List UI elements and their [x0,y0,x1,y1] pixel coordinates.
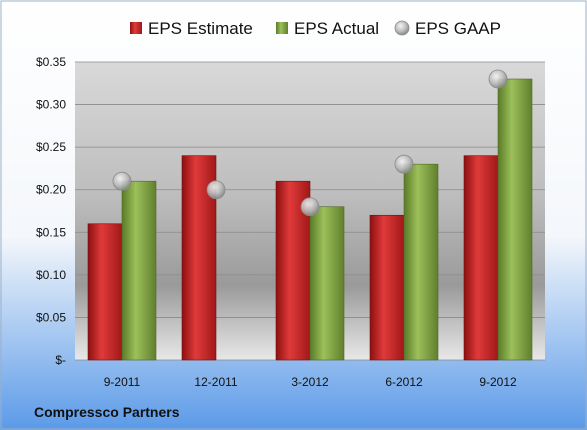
actual-bar [309,206,345,361]
legend-swatch-estimate [130,22,142,34]
gaap-markers [112,69,508,217]
actual-bar [403,163,439,361]
legend-label-actual: EPS Actual [294,19,379,38]
x-tick-label: 9-2012 [479,375,517,389]
y-tick-label: $- [55,353,66,367]
gaap-marker [488,69,508,89]
gaap-marker [206,180,226,200]
y-tick-label: $0.05 [36,310,66,324]
x-tick-label: 3-2012 [291,375,329,389]
legend: EPS Estimate EPS Actual EPS GAAP [130,19,501,38]
actual-bar [121,180,157,361]
x-tick-label: 6-2012 [385,375,423,389]
legend-label-estimate: EPS Estimate [148,19,253,38]
gaap-marker [112,171,132,191]
gaap-marker [300,197,320,217]
y-tick-label: $0.30 [36,98,66,112]
estimate-bar [463,155,499,361]
actual-bar [497,78,533,361]
y-tick-label: $0.15 [36,225,66,239]
legend-swatch-actual [276,22,288,34]
x-tick-label: 12-2011 [194,375,237,389]
y-tick-label: $0.20 [36,183,66,197]
y-tick-label: $0.25 [36,140,66,154]
x-tick-label: 9-2011 [104,375,141,389]
y-axis-tick-labels: $- $0.05 $0.10 $0.15 $0.20 $0.25 $0.30 $0.35 [36,55,66,367]
estimate-bar [369,214,405,361]
y-tick-label: $0.10 [36,268,66,282]
company-name: Compressco Partners [34,404,180,420]
estimate-bar [87,223,123,361]
legend-label-gaap: EPS GAAP [415,19,501,38]
bars [87,78,533,361]
x-axis-tick-labels: 9-2011 12-2011 3-2012 6-2012 9-2012 [104,375,517,389]
legend-swatch-gaap [394,20,410,36]
y-tick-label: $0.35 [36,55,66,69]
gaap-marker [394,154,414,174]
